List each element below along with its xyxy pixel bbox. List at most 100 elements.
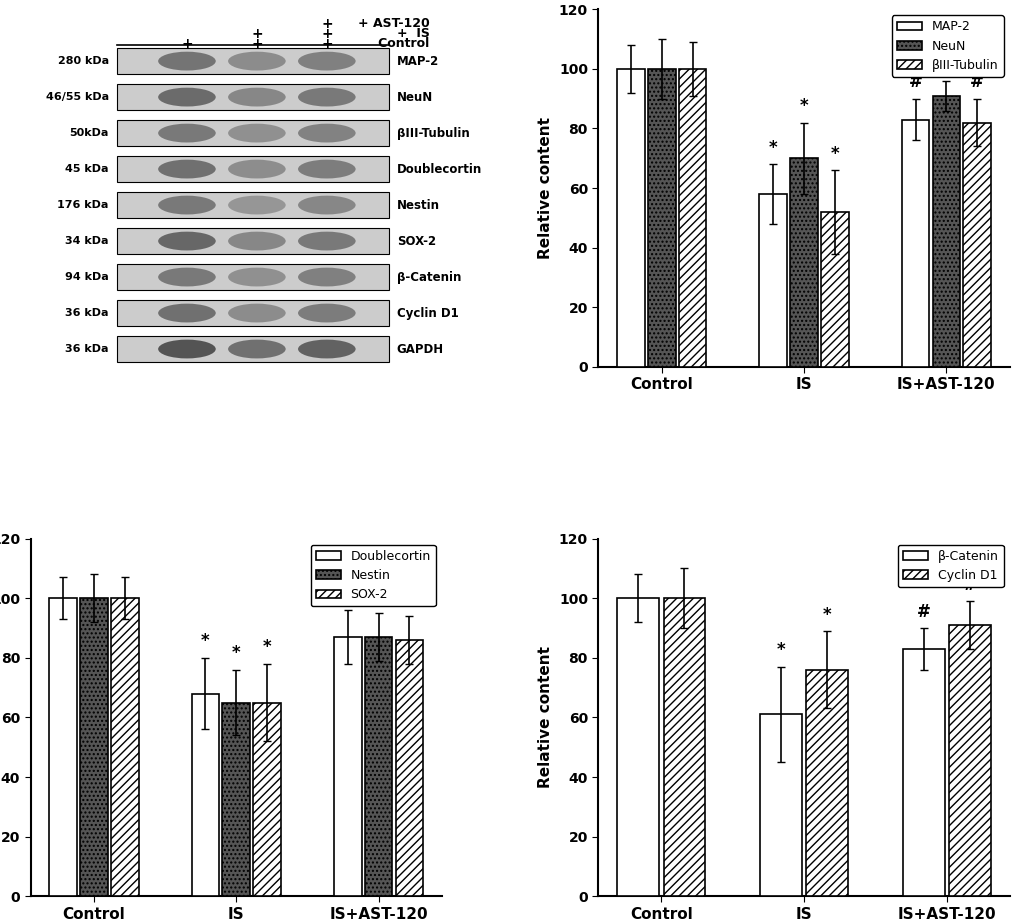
Ellipse shape bbox=[298, 124, 356, 142]
Bar bbox=[117, 84, 388, 110]
Text: NeuN: NeuN bbox=[396, 91, 433, 103]
Ellipse shape bbox=[158, 88, 216, 106]
Text: *: * bbox=[263, 638, 271, 656]
Ellipse shape bbox=[158, 232, 216, 250]
Ellipse shape bbox=[158, 340, 216, 359]
Text: #: # bbox=[969, 73, 983, 91]
Text: GAPDH: GAPDH bbox=[396, 343, 443, 356]
Text: *: * bbox=[768, 139, 776, 157]
Bar bbox=[117, 228, 388, 254]
Bar bbox=[759, 714, 801, 896]
Text: +: + bbox=[321, 27, 332, 42]
Ellipse shape bbox=[158, 304, 216, 322]
Legend: Doublecortin, Nestin, SOX-2: Doublecortin, Nestin, SOX-2 bbox=[310, 545, 435, 606]
Text: Doublecortin: Doublecortin bbox=[396, 163, 482, 176]
Y-axis label: Relative content: Relative content bbox=[538, 647, 552, 788]
Text: β-Catenin: β-Catenin bbox=[396, 271, 461, 284]
Bar bbox=[806, 670, 848, 896]
Bar bbox=[901, 119, 928, 367]
Bar bbox=[949, 625, 990, 896]
Bar bbox=[931, 96, 959, 367]
Bar bbox=[117, 120, 388, 146]
Text: #: # bbox=[938, 55, 953, 73]
Bar bbox=[117, 300, 388, 326]
Ellipse shape bbox=[228, 52, 285, 70]
Bar bbox=[253, 702, 281, 896]
Bar bbox=[49, 598, 77, 896]
Text: *: * bbox=[201, 632, 210, 650]
Y-axis label: Relative content: Relative content bbox=[538, 117, 552, 259]
Bar bbox=[647, 69, 675, 367]
Bar bbox=[663, 598, 704, 896]
Ellipse shape bbox=[228, 268, 285, 286]
Legend: β-Catenin, Cyclin D1: β-Catenin, Cyclin D1 bbox=[897, 545, 1003, 587]
Ellipse shape bbox=[158, 196, 216, 214]
Bar bbox=[117, 264, 388, 290]
Bar bbox=[192, 694, 219, 896]
Text: #: # bbox=[403, 590, 416, 609]
Bar bbox=[902, 649, 944, 896]
Ellipse shape bbox=[298, 196, 356, 214]
Bar bbox=[222, 702, 250, 896]
Bar bbox=[117, 192, 388, 218]
Bar bbox=[395, 640, 423, 896]
Text: 280 kDa: 280 kDa bbox=[58, 56, 109, 67]
Ellipse shape bbox=[298, 160, 356, 178]
Text: *: * bbox=[775, 641, 785, 660]
Text: 94 kDa: 94 kDa bbox=[65, 272, 109, 282]
Bar bbox=[790, 158, 817, 367]
Text: +: + bbox=[321, 18, 332, 31]
Ellipse shape bbox=[228, 160, 285, 178]
Text: Cyclin D1: Cyclin D1 bbox=[396, 307, 459, 320]
Text: #: # bbox=[962, 576, 976, 594]
Bar bbox=[678, 69, 706, 367]
Ellipse shape bbox=[298, 52, 356, 70]
Bar bbox=[820, 212, 848, 367]
Text: 45 kDa: 45 kDa bbox=[65, 164, 109, 174]
Bar bbox=[616, 69, 644, 367]
Ellipse shape bbox=[158, 268, 216, 286]
Text: + AST-120: + AST-120 bbox=[358, 18, 429, 30]
Text: 46/55 kDa: 46/55 kDa bbox=[46, 92, 109, 102]
Ellipse shape bbox=[298, 304, 356, 322]
Text: SOX-2: SOX-2 bbox=[396, 235, 435, 248]
Text: +  IS: + IS bbox=[396, 27, 429, 40]
Bar bbox=[616, 598, 658, 896]
Bar bbox=[117, 48, 388, 74]
Text: +: + bbox=[321, 37, 332, 51]
Ellipse shape bbox=[228, 88, 285, 106]
Ellipse shape bbox=[228, 340, 285, 359]
Text: 34 kDa: 34 kDa bbox=[65, 236, 109, 246]
Text: βIII-Tubulin: βIII-Tubulin bbox=[396, 127, 469, 140]
Bar bbox=[111, 598, 139, 896]
Text: Nestin: Nestin bbox=[396, 199, 439, 212]
Bar bbox=[365, 637, 392, 896]
Text: MAP-2: MAP-2 bbox=[396, 55, 438, 67]
Text: *: * bbox=[829, 145, 839, 163]
Ellipse shape bbox=[158, 52, 216, 70]
Bar bbox=[758, 194, 787, 367]
Bar bbox=[81, 598, 108, 896]
Text: *: * bbox=[822, 605, 830, 624]
Legend: MAP-2, NeuN, βIII-Tubulin: MAP-2, NeuN, βIII-Tubulin bbox=[891, 16, 1003, 77]
Text: +: + bbox=[251, 37, 263, 51]
Text: +: + bbox=[251, 27, 263, 42]
Text: 50kDa: 50kDa bbox=[69, 128, 109, 138]
Ellipse shape bbox=[298, 88, 356, 106]
Ellipse shape bbox=[298, 340, 356, 359]
Bar bbox=[117, 156, 388, 182]
Ellipse shape bbox=[228, 232, 285, 250]
Text: #: # bbox=[916, 602, 929, 621]
Text: *: * bbox=[799, 97, 808, 116]
Ellipse shape bbox=[228, 304, 285, 322]
Text: Control: Control bbox=[365, 37, 429, 50]
Text: 36 kDa: 36 kDa bbox=[65, 344, 109, 354]
Ellipse shape bbox=[228, 124, 285, 142]
Text: 36 kDa: 36 kDa bbox=[65, 308, 109, 318]
Ellipse shape bbox=[298, 268, 356, 286]
Text: 176 kDa: 176 kDa bbox=[57, 201, 109, 210]
Bar bbox=[117, 336, 388, 362]
Text: #: # bbox=[371, 588, 385, 605]
Ellipse shape bbox=[158, 160, 216, 178]
Ellipse shape bbox=[158, 124, 216, 142]
